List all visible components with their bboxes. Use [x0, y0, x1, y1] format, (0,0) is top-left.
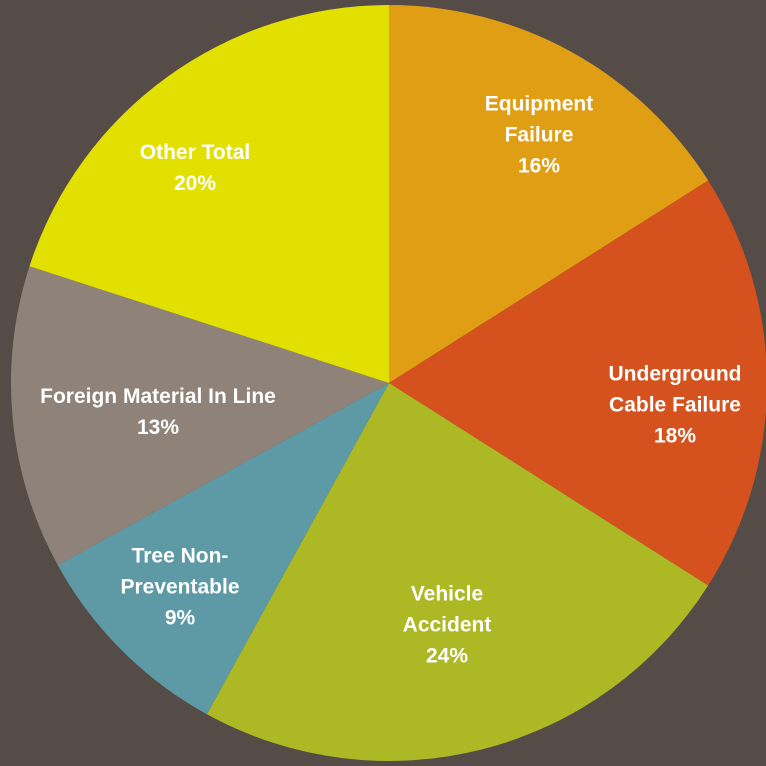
- slice-label: Foreign Material In Line 13%: [28, 381, 288, 443]
- pie-slice: [389, 180, 766, 586]
- value-label: 13%: [136, 416, 180, 439]
- pie-slice: [29, 5, 389, 383]
- value-label: 24%: [425, 644, 469, 668]
- value-label: 9%: [164, 606, 196, 630]
- pie-slice: [57, 383, 389, 715]
- value-label: 20%: [173, 172, 217, 195]
- category-label: Underground Cable Failure: [608, 362, 742, 417]
- category-label: Foreign Material In Line: [40, 385, 276, 408]
- slice-label: Equipment Failure 16%: [469, 89, 609, 182]
- pie-slice: [206, 383, 709, 761]
- category-label: Vehicle Accident: [402, 582, 492, 637]
- slice-label: Underground Cable Failure 18%: [585, 359, 765, 452]
- slice-label: Vehicle Accident 24%: [382, 579, 512, 672]
- category-label: Tree Non-Preventable: [120, 544, 240, 599]
- pie-slice: [11, 266, 390, 566]
- slice-label: Tree Non-Preventable 9%: [100, 541, 260, 634]
- slice-label: Other Total 20%: [85, 137, 305, 199]
- value-label: 18%: [653, 424, 697, 448]
- value-label: 16%: [517, 154, 561, 178]
- category-label: Equipment Failure: [484, 92, 594, 147]
- category-label: Other Total: [139, 141, 251, 164]
- pie-slice: [389, 5, 709, 383]
